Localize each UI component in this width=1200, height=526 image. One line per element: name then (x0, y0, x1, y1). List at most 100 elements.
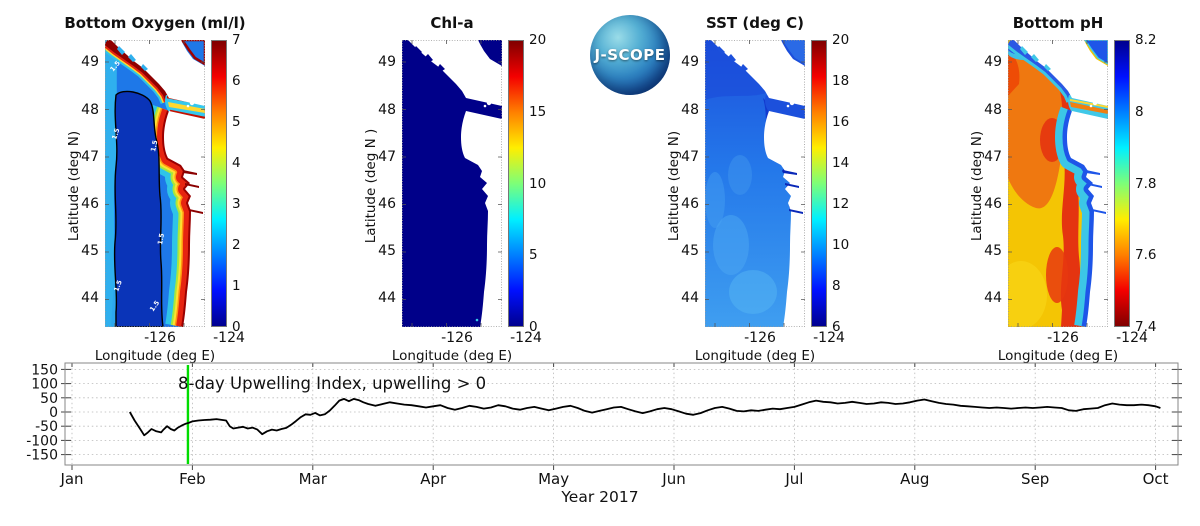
x-axis-label: Longitude (deg E) (694, 348, 816, 364)
colorbar-tick-label: 1 (232, 278, 241, 294)
latitude-tick-label: 48 (378, 102, 396, 118)
colorbar-tick-label: 10 (529, 175, 547, 192)
bottom-oxygen-map: 1.5 1.5 1.5 1.5 1.5 1.5 (105, 40, 205, 327)
colorbar-tick-label: 0 (529, 319, 538, 335)
month-tick-label: Oct (1143, 470, 1169, 488)
latitude-tick-label: 44 (984, 290, 1002, 306)
panel-title: Bottom Oxygen (ml/l) (64, 14, 246, 32)
longitude-tick-label: -124 (510, 330, 542, 346)
latitude-tick-label: 49 (681, 54, 699, 70)
oxygen-colorbar (211, 40, 227, 327)
y-tick-label: -50 (35, 419, 58, 435)
x-axis-label: Longitude (deg E) (94, 348, 216, 364)
colorbar-tick-label: 8 (832, 278, 841, 294)
oxygen-1-5-contour (113, 90, 164, 327)
colorbar-tick-label: 4 (232, 155, 241, 171)
colorbar-tick-labels: 20 15 10 5 0 (529, 8, 585, 338)
timeseries-title: 8-day Upwelling Index, upwelling > 0 (178, 374, 486, 393)
chl-a-map-graphic (402, 40, 502, 327)
y-tick-label: 0 (49, 405, 58, 421)
latitude-tick-label: 47 (81, 149, 99, 165)
panel-bottom-oxygen: Bottom Oxygen (ml/l) Latitude (deg N) (60, 8, 290, 372)
colorbar-tick-label: 7.4 (1135, 319, 1157, 335)
colorbar-tick-label: 7.6 (1135, 247, 1157, 264)
panel-title: Chl-a (430, 14, 474, 32)
latitude-tick-label: 46 (681, 196, 699, 212)
longitude-tick-label: -126 (744, 330, 776, 346)
latitude-tick-label: 49 (81, 54, 99, 70)
latitude-tick-label: 44 (681, 290, 699, 306)
y-tick-label: 100 (31, 377, 58, 393)
latitude-tick-labels: 49 48 47 46 45 44 (357, 8, 396, 338)
latitude-tick-label: 48 (984, 102, 1002, 118)
latitude-tick-label: 48 (81, 102, 99, 118)
sst-map-graphic (705, 40, 805, 327)
month-tick-label: Sep (1021, 470, 1049, 488)
y-tick-label: 150 (31, 362, 58, 378)
colorbar-tick-label: 20 (832, 32, 850, 48)
colorbar-tick-label: 8.2 (1135, 32, 1157, 48)
longitude-tick-label: -124 (213, 330, 245, 346)
month-tick-label: Aug (900, 470, 929, 488)
longitude-tick-label: -124 (1116, 330, 1148, 346)
colorbar-tick-label: 7 (232, 32, 241, 48)
latitude-tick-label: 46 (378, 196, 396, 212)
longitude-tick-labels: -126 -124 (402, 330, 542, 348)
timeseries-x-axis-label: Year 2017 (560, 488, 638, 506)
colorbar-tick-label: 7.8 (1135, 175, 1157, 192)
panel-title: SST (deg C) (706, 14, 804, 32)
jscope-logo: J-SCOPE (590, 15, 670, 95)
bottom-oxygen-map-graphic: 1.5 1.5 1.5 1.5 1.5 1.5 (105, 40, 205, 327)
colorbar-tick-label: 10 (832, 237, 850, 253)
colorbar-tick-labels: 8.2 8 7.8 7.6 7.4 (1135, 8, 1191, 338)
latitude-tick-label: 45 (681, 243, 699, 259)
month-tick-label: Jun (661, 470, 685, 488)
svg-text:1.5: 1.5 (112, 279, 124, 293)
month-tick-label: Feb (179, 470, 206, 488)
sst-colorbar (811, 40, 827, 327)
longitude-tick-labels: -126 -124 (105, 330, 245, 348)
latitude-tick-label: 45 (378, 243, 396, 259)
latitude-tick-label: 49 (378, 54, 396, 70)
chl-a-map (402, 40, 502, 327)
upwelling-index-line (129, 398, 1161, 437)
latitude-tick-label: 45 (81, 243, 99, 259)
latitude-tick-label: 44 (81, 290, 99, 306)
latitude-tick-label: 48 (681, 102, 699, 118)
panel-sst: SST (deg C) Latitude (deg N) (660, 8, 890, 372)
colorbar-tick-label: 16 (832, 114, 850, 130)
colorbar-tick-label: 5 (232, 114, 241, 130)
colorbar-tick-label: 5 (529, 247, 538, 264)
y-tick-label: -150 (26, 448, 58, 464)
latitude-tick-labels: 49 48 47 46 45 44 (963, 8, 1002, 338)
colorbar-tick-label: 6 (832, 319, 841, 335)
latitude-tick-label: 47 (681, 149, 699, 165)
bottom-ph-map (1008, 40, 1108, 327)
longitude-tick-label: -126 (441, 330, 473, 346)
longitude-tick-label: -124 (813, 330, 845, 346)
longitude-tick-label: -126 (1047, 330, 1079, 346)
logo-text: J-SCOPE (594, 46, 666, 64)
chl-a-colorbar (508, 40, 524, 327)
colorbar-tick-labels: 20 18 16 14 12 10 8 6 (832, 8, 888, 338)
colorbar-tick-label: 6 (232, 73, 241, 89)
month-tick-label: Mar (299, 470, 328, 488)
panel-bottom-ph: Bottom pH Latitude (deg N) (963, 8, 1193, 372)
longitude-tick-labels: -126 -124 (1008, 330, 1148, 348)
sst-map (705, 40, 805, 327)
longitude-tick-label: -126 (144, 330, 176, 346)
panel-chl-a: Chl-a Latitude (deg N ) 49 48 47 46 45 44 -12… (357, 8, 587, 372)
latitude-tick-label: 44 (378, 290, 396, 306)
panel-title: Bottom pH (1012, 14, 1104, 32)
month-tick-label: Apr (420, 470, 447, 488)
latitude-tick-label: 49 (984, 54, 1002, 70)
colorbar-tick-label: 2 (232, 237, 241, 253)
y-tick-label: -100 (26, 433, 58, 449)
colorbar-tick-label: 8 (1135, 103, 1144, 120)
latitude-tick-labels: 49 48 47 46 45 44 (60, 8, 99, 338)
colorbar-tick-label: 12 (832, 196, 850, 212)
colorbar-tick-labels: 7 6 5 4 3 2 1 0 (232, 8, 288, 338)
colorbar-tick-label: 20 (529, 32, 547, 48)
